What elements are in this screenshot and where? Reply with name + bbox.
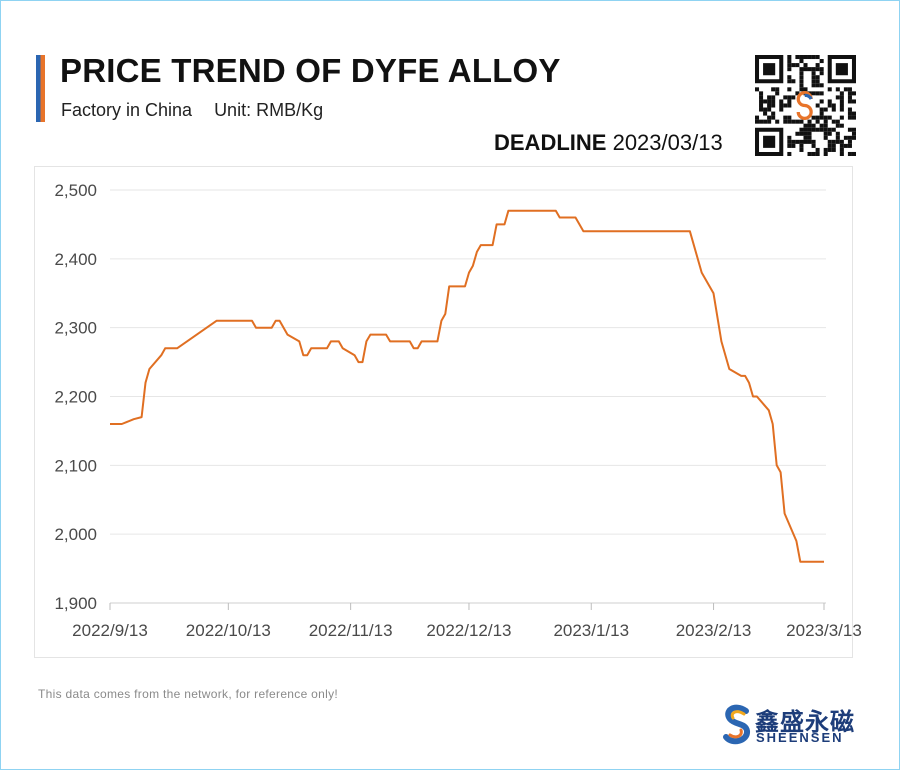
grid-lines — [110, 189, 826, 535]
sheensen-s-logo-icon — [723, 704, 750, 745]
y-tick-label: 2,100 — [54, 456, 97, 475]
factory-label: Factory in China — [61, 100, 193, 120]
deadline: DEADLINE 2023/03/13 — [494, 130, 723, 156]
price-series-line — [110, 209, 824, 563]
x-tick-label: 2022/10/13 — [186, 621, 271, 640]
y-tick-labels: 1,900 2,000 2,100 2,200 2,300 2,400 2,500 — [54, 181, 97, 613]
qr-code-icon — [755, 55, 856, 156]
x-tick-label: 2023/3/13 — [786, 621, 862, 640]
y-tick-label: 1,900 — [54, 594, 97, 613]
chart-title: PRICE TREND OF DYFE ALLOY — [60, 52, 561, 89]
x-tick-label: 2023/2/13 — [676, 621, 752, 640]
y-tick-label: 2,200 — [54, 388, 97, 407]
deadline-label: DEADLINE — [494, 130, 607, 155]
chart-area — [34, 166, 853, 658]
y-tick-label: 2,300 — [54, 319, 97, 338]
brand-logo: 鑫盛永磁 SHEENSEN — [722, 702, 855, 748]
disclaimer-text: This data comes from the network, for re… — [38, 687, 339, 701]
brand-name-en: SHEENSEN — [756, 730, 844, 745]
y-tick-label: 2,400 — [54, 250, 97, 269]
x-tick-label: 2022/12/13 — [426, 621, 511, 640]
x-tick-label: 2022/9/13 — [72, 621, 148, 640]
title-accent-bar — [36, 55, 45, 122]
x-tick-label: 2023/1/13 — [553, 621, 629, 640]
unit-label: Unit: RMB/Kg — [214, 100, 324, 120]
y-tick-label: 2,500 — [54, 181, 97, 200]
brand-name-cn: 鑫盛永磁 — [755, 708, 855, 736]
chart-subtitle: Factory in China Unit: RMB/Kg — [61, 100, 323, 121]
deadline-date: 2023/03/13 — [612, 130, 723, 155]
x-tick-label: 2022/11/13 — [309, 621, 393, 640]
y-tick-label: 2,000 — [54, 525, 97, 544]
series — [110, 209, 824, 563]
x-tick-labels: 2022/9/13 2022/10/13 2022/11/13 2022/12/13 2… — [72, 621, 862, 640]
axes — [109, 602, 826, 610]
